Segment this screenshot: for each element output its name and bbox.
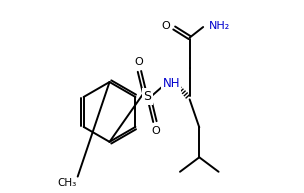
Text: O: O bbox=[162, 21, 170, 31]
Text: NH₂: NH₂ bbox=[209, 21, 230, 31]
Text: CH₃: CH₃ bbox=[57, 178, 77, 188]
Text: NH: NH bbox=[163, 77, 180, 91]
Text: S: S bbox=[143, 90, 151, 103]
Text: O: O bbox=[151, 126, 160, 136]
Text: O: O bbox=[134, 57, 143, 67]
